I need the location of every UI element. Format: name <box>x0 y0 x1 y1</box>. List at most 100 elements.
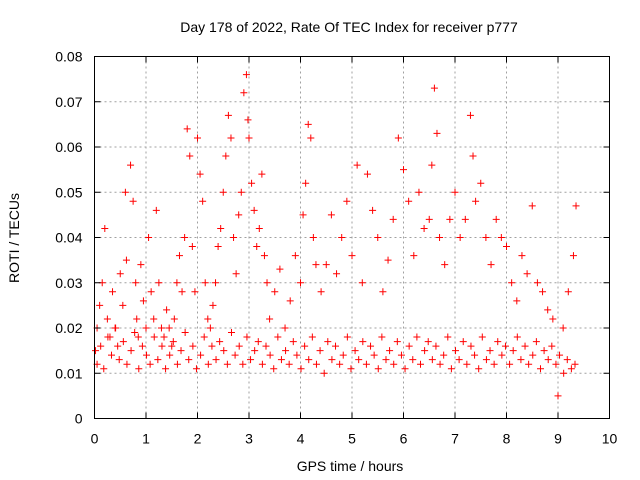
data-point <box>478 333 486 341</box>
data-point <box>245 134 253 142</box>
data-point <box>166 351 174 359</box>
data-point <box>556 351 564 359</box>
data-point <box>441 261 449 269</box>
data-point <box>204 360 212 368</box>
data-point <box>138 342 146 350</box>
data-point <box>338 234 346 241</box>
data-point <box>227 134 235 142</box>
data-point <box>400 166 407 174</box>
data-point <box>559 324 567 332</box>
data-point <box>137 261 145 269</box>
data-point <box>517 356 525 364</box>
data-point <box>165 324 173 332</box>
data-point <box>370 351 378 359</box>
data-point <box>263 279 271 287</box>
data-point <box>258 170 266 178</box>
data-point <box>336 360 344 368</box>
data-point <box>428 161 436 169</box>
data-point <box>123 360 131 368</box>
data-point <box>297 279 304 287</box>
data-point <box>386 347 394 355</box>
data-point <box>270 365 278 373</box>
data-point <box>276 265 284 273</box>
data-point <box>529 351 537 359</box>
data-point <box>544 306 552 314</box>
data-point <box>248 179 256 187</box>
x-tick-label: 7 <box>451 431 459 447</box>
y-tick-label: 0 <box>75 411 83 427</box>
x-tick-label: 9 <box>554 431 562 447</box>
data-point <box>262 342 270 350</box>
data-point <box>114 342 122 350</box>
data-point <box>119 338 127 346</box>
data-point <box>183 125 191 133</box>
data-point <box>327 211 335 219</box>
data-point <box>374 234 382 241</box>
data-point <box>564 288 572 296</box>
data-point <box>242 71 250 79</box>
data-point <box>492 215 500 223</box>
data-point <box>133 315 141 323</box>
data-point <box>410 252 418 260</box>
data-point <box>528 202 536 210</box>
data-point <box>170 315 178 323</box>
data-point <box>539 288 547 296</box>
data-point <box>436 234 444 241</box>
data-point <box>320 369 328 377</box>
data-point <box>139 297 147 305</box>
data-point <box>447 365 455 373</box>
data-point <box>197 351 205 359</box>
data-point <box>362 360 370 368</box>
data-point <box>513 333 521 341</box>
data-point <box>146 360 154 368</box>
data-point <box>250 206 258 214</box>
data-point <box>121 188 129 196</box>
y-tick-label: 0.03 <box>55 275 82 291</box>
data-point <box>533 279 541 287</box>
data-point <box>112 324 120 332</box>
data-point <box>255 224 263 232</box>
data-point <box>212 279 220 287</box>
data-point <box>390 360 398 368</box>
data-point <box>506 360 514 368</box>
y-tick-label: 0.08 <box>55 49 82 65</box>
grid-layer <box>94 56 610 419</box>
data-point <box>501 342 509 350</box>
data-point <box>540 347 548 355</box>
data-point <box>452 347 460 355</box>
data-point <box>201 279 209 287</box>
data-point <box>219 188 227 196</box>
data-point <box>384 256 392 264</box>
data-point <box>463 360 471 368</box>
x-tick-label: 3 <box>245 431 253 447</box>
data-point <box>222 152 230 160</box>
data-point <box>208 342 216 350</box>
y-tick-label: 0.01 <box>55 365 82 381</box>
data-point <box>405 342 413 350</box>
data-point <box>260 252 268 260</box>
data-point <box>152 206 160 214</box>
data-point <box>220 347 228 355</box>
data-point <box>394 134 402 142</box>
data-point <box>185 356 193 364</box>
data-point <box>253 243 261 251</box>
data-point <box>150 315 158 323</box>
data-point <box>224 111 232 119</box>
data-point <box>461 215 469 223</box>
data-point <box>196 170 204 178</box>
data-point <box>544 356 552 364</box>
data-point <box>312 360 320 368</box>
data-point <box>209 301 217 309</box>
data-point <box>382 356 390 364</box>
data-point <box>560 369 568 377</box>
data-point <box>466 111 474 119</box>
data-point <box>486 347 494 355</box>
data-point <box>405 197 413 205</box>
data-point <box>378 333 386 341</box>
data-point <box>199 197 207 205</box>
data-point <box>191 288 199 296</box>
data-point <box>92 347 100 355</box>
data-point <box>297 365 305 373</box>
x-tick-label: 0 <box>91 431 99 447</box>
data-point <box>109 288 117 296</box>
